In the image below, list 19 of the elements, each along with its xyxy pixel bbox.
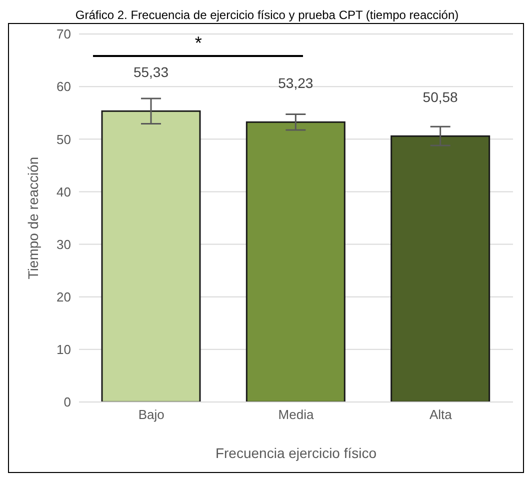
x-tick-label: Bajo [138,407,164,422]
x-tick-label: Alta [429,407,453,422]
y-tick-label: 20 [56,289,71,304]
chart-title: Gráfico 2. Frecuencia de ejercicio físico y prueba CPT (tiempo reacción) [74,8,460,23]
y-tick-label: 10 [56,342,71,358]
data-label: 50,58 [422,89,458,106]
x-tick-label: Media [278,407,314,422]
x-axis-title: Frecuencia ejercicio físico [215,445,377,461]
annotation: * [194,33,203,53]
data-label: 55,33 [133,64,169,80]
y-tick-label: 30 [56,236,71,252]
significance-bracket: * [93,34,304,57]
data-label: 53,23 [278,75,314,92]
y-tick-label: 60 [56,79,71,94]
y-axis-title: Tiempo de reacción [24,156,41,280]
y-tick-label: 70 [56,26,71,42]
y-tick-label: 0 [64,394,71,410]
y-tick-label: 50 [56,132,71,147]
y-tick-label: 40 [56,184,71,200]
